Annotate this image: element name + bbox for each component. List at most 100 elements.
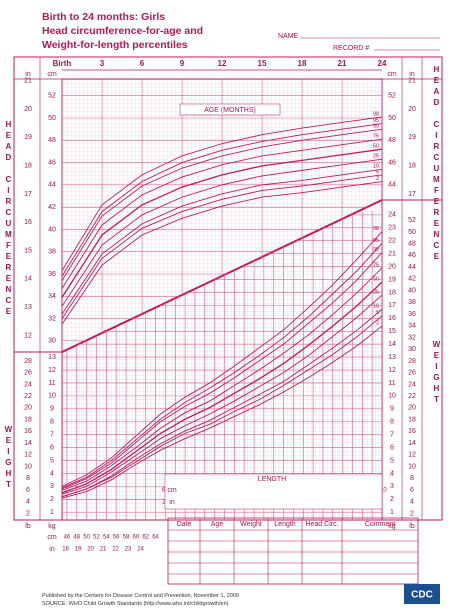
table-header: Comment (365, 521, 395, 528)
y-tick-label: 3 (50, 483, 54, 490)
y2-tick-label: 24 (24, 381, 32, 388)
title: Weight-for-length percentiles (42, 39, 188, 51)
percentile-label: 75 (373, 262, 379, 268)
y2-tick-label: 50 (408, 229, 416, 236)
x2-tick-label: 19 (75, 547, 82, 553)
x-tick-label: 21 (338, 59, 347, 68)
y-tick-label: 6 (390, 444, 394, 451)
y-tick-label: 7 (50, 432, 54, 439)
unit-label: cm (47, 71, 57, 78)
y-axis-label: WEIGHT (4, 425, 13, 491)
y2-tick-label: 18 (24, 416, 32, 423)
unit-label: in (169, 499, 175, 506)
y-tick-label: 17 (388, 302, 396, 309)
y-axis-label: HEAD CIRCUMFERENCE (4, 120, 13, 318)
y-tick-label: 21 (388, 251, 396, 258)
y2-tick-label: 18 (408, 163, 416, 170)
y-tick-label: 10 (388, 393, 396, 400)
x-tick-label: 12 (218, 59, 227, 68)
y2-tick-label: 14 (408, 440, 416, 447)
percentile-label: 95 (373, 118, 379, 124)
y-tick-label: 52 (48, 93, 56, 100)
unit-label: cm (47, 534, 57, 541)
x-tick-label: 58 (123, 535, 130, 541)
percentile-line (61, 294, 383, 495)
y2-tick-label: 17 (408, 191, 416, 198)
y-tick-label: 10 (48, 393, 56, 400)
percentile-label: 95 (373, 238, 379, 244)
unit-label: cm (167, 487, 177, 494)
y2-tick-label: 21 (408, 78, 416, 85)
y-tick-label: 22 (388, 238, 396, 245)
y2-tick-label: 16 (24, 428, 32, 435)
y2-tick-label: 8 (26, 475, 30, 482)
y-tick-label: 1 (390, 509, 394, 516)
x-tick-label: 18 (298, 59, 307, 68)
name-label: NAME (278, 33, 299, 40)
y-axis-label: HEAD CIRCUMFERENCE (432, 65, 441, 263)
y2-tick-label: 32 (408, 334, 416, 341)
y-axis-label: WEIGHT (432, 340, 441, 406)
y2-tick-label: 28 (24, 358, 32, 365)
x2-tick-label: 23 (125, 547, 132, 553)
unit-label: in (409, 71, 415, 78)
y2-tick-label: 28 (408, 358, 416, 365)
y-tick-label: 23 (388, 225, 396, 232)
y2-tick-label: 4 (26, 499, 30, 506)
y2-tick-label: 21 (24, 78, 32, 85)
y2-tick-label: 15 (24, 247, 32, 254)
y2-tick-label: 4 (410, 499, 414, 506)
y2-tick-label: 14 (24, 440, 32, 447)
y-tick-label: 36 (48, 271, 56, 278)
y2-tick-label: 30 (408, 346, 416, 353)
y-tick-label: 8 (390, 419, 394, 426)
y2-tick-label: 19 (408, 134, 416, 141)
x-tick-label: 62 (142, 535, 149, 541)
footer-published: Published by the Centers for Disease Con… (42, 593, 239, 599)
percentile-label: 50 (373, 277, 379, 283)
percentile-label: 75 (373, 134, 379, 140)
x-tick-label: 48 (73, 535, 80, 541)
y2-tick-label: 36 (408, 311, 416, 318)
y-tick-label: 24 (388, 212, 396, 219)
x-tick-label: 24 (378, 59, 387, 68)
y-tick-label: 48 (388, 137, 396, 144)
percentile-line (61, 174, 383, 319)
percentile-line (61, 138, 383, 289)
y2-tick-label: 48 (408, 241, 416, 248)
title: Birth to 24 months: Girls (42, 11, 165, 23)
percentile-line (61, 148, 383, 298)
y-tick-label: 11 (388, 380, 395, 387)
y2-tick-label: 20 (24, 405, 32, 412)
y-tick-label: 48 (48, 137, 56, 144)
percentile-label: 25 (373, 154, 379, 160)
y-tick-label: 12 (48, 367, 56, 374)
y2-tick-label: 20 (408, 405, 416, 412)
y-tick-label: 52 (388, 93, 396, 100)
x-tick-label: 50 (83, 535, 90, 541)
y2-tick-label: 8 (410, 475, 414, 482)
y-tick-label: 19 (388, 276, 396, 283)
y-tick-label: 14 (388, 341, 396, 348)
percentile-line (61, 128, 383, 281)
logo: CDC (411, 590, 433, 601)
y2-tick-label: 26 (24, 370, 32, 377)
y-tick-label: 30 (48, 338, 56, 345)
table-header: Date (177, 521, 192, 528)
y-tick-label: 5 (390, 457, 394, 464)
y2-tick-label: 44 (408, 264, 416, 271)
label-box (164, 473, 383, 510)
y2-tick-label: 2 (410, 510, 414, 517)
unit-label: lb (409, 523, 415, 530)
percentile-label: 2 (376, 321, 379, 327)
table-header: Length (274, 521, 296, 528)
percentile-label: 50 (373, 144, 379, 150)
y-tick-label: 46 (48, 159, 56, 166)
y2-tick-label: 22 (24, 393, 32, 400)
y2-tick-label: 42 (408, 276, 416, 283)
y-tick-label: 1 (50, 509, 54, 516)
x-tick-label: 46 (64, 535, 71, 541)
y-tick-label: 32 (48, 315, 56, 322)
percentile-label: 5 (376, 169, 379, 175)
y2-tick-label: 40 (408, 287, 416, 294)
